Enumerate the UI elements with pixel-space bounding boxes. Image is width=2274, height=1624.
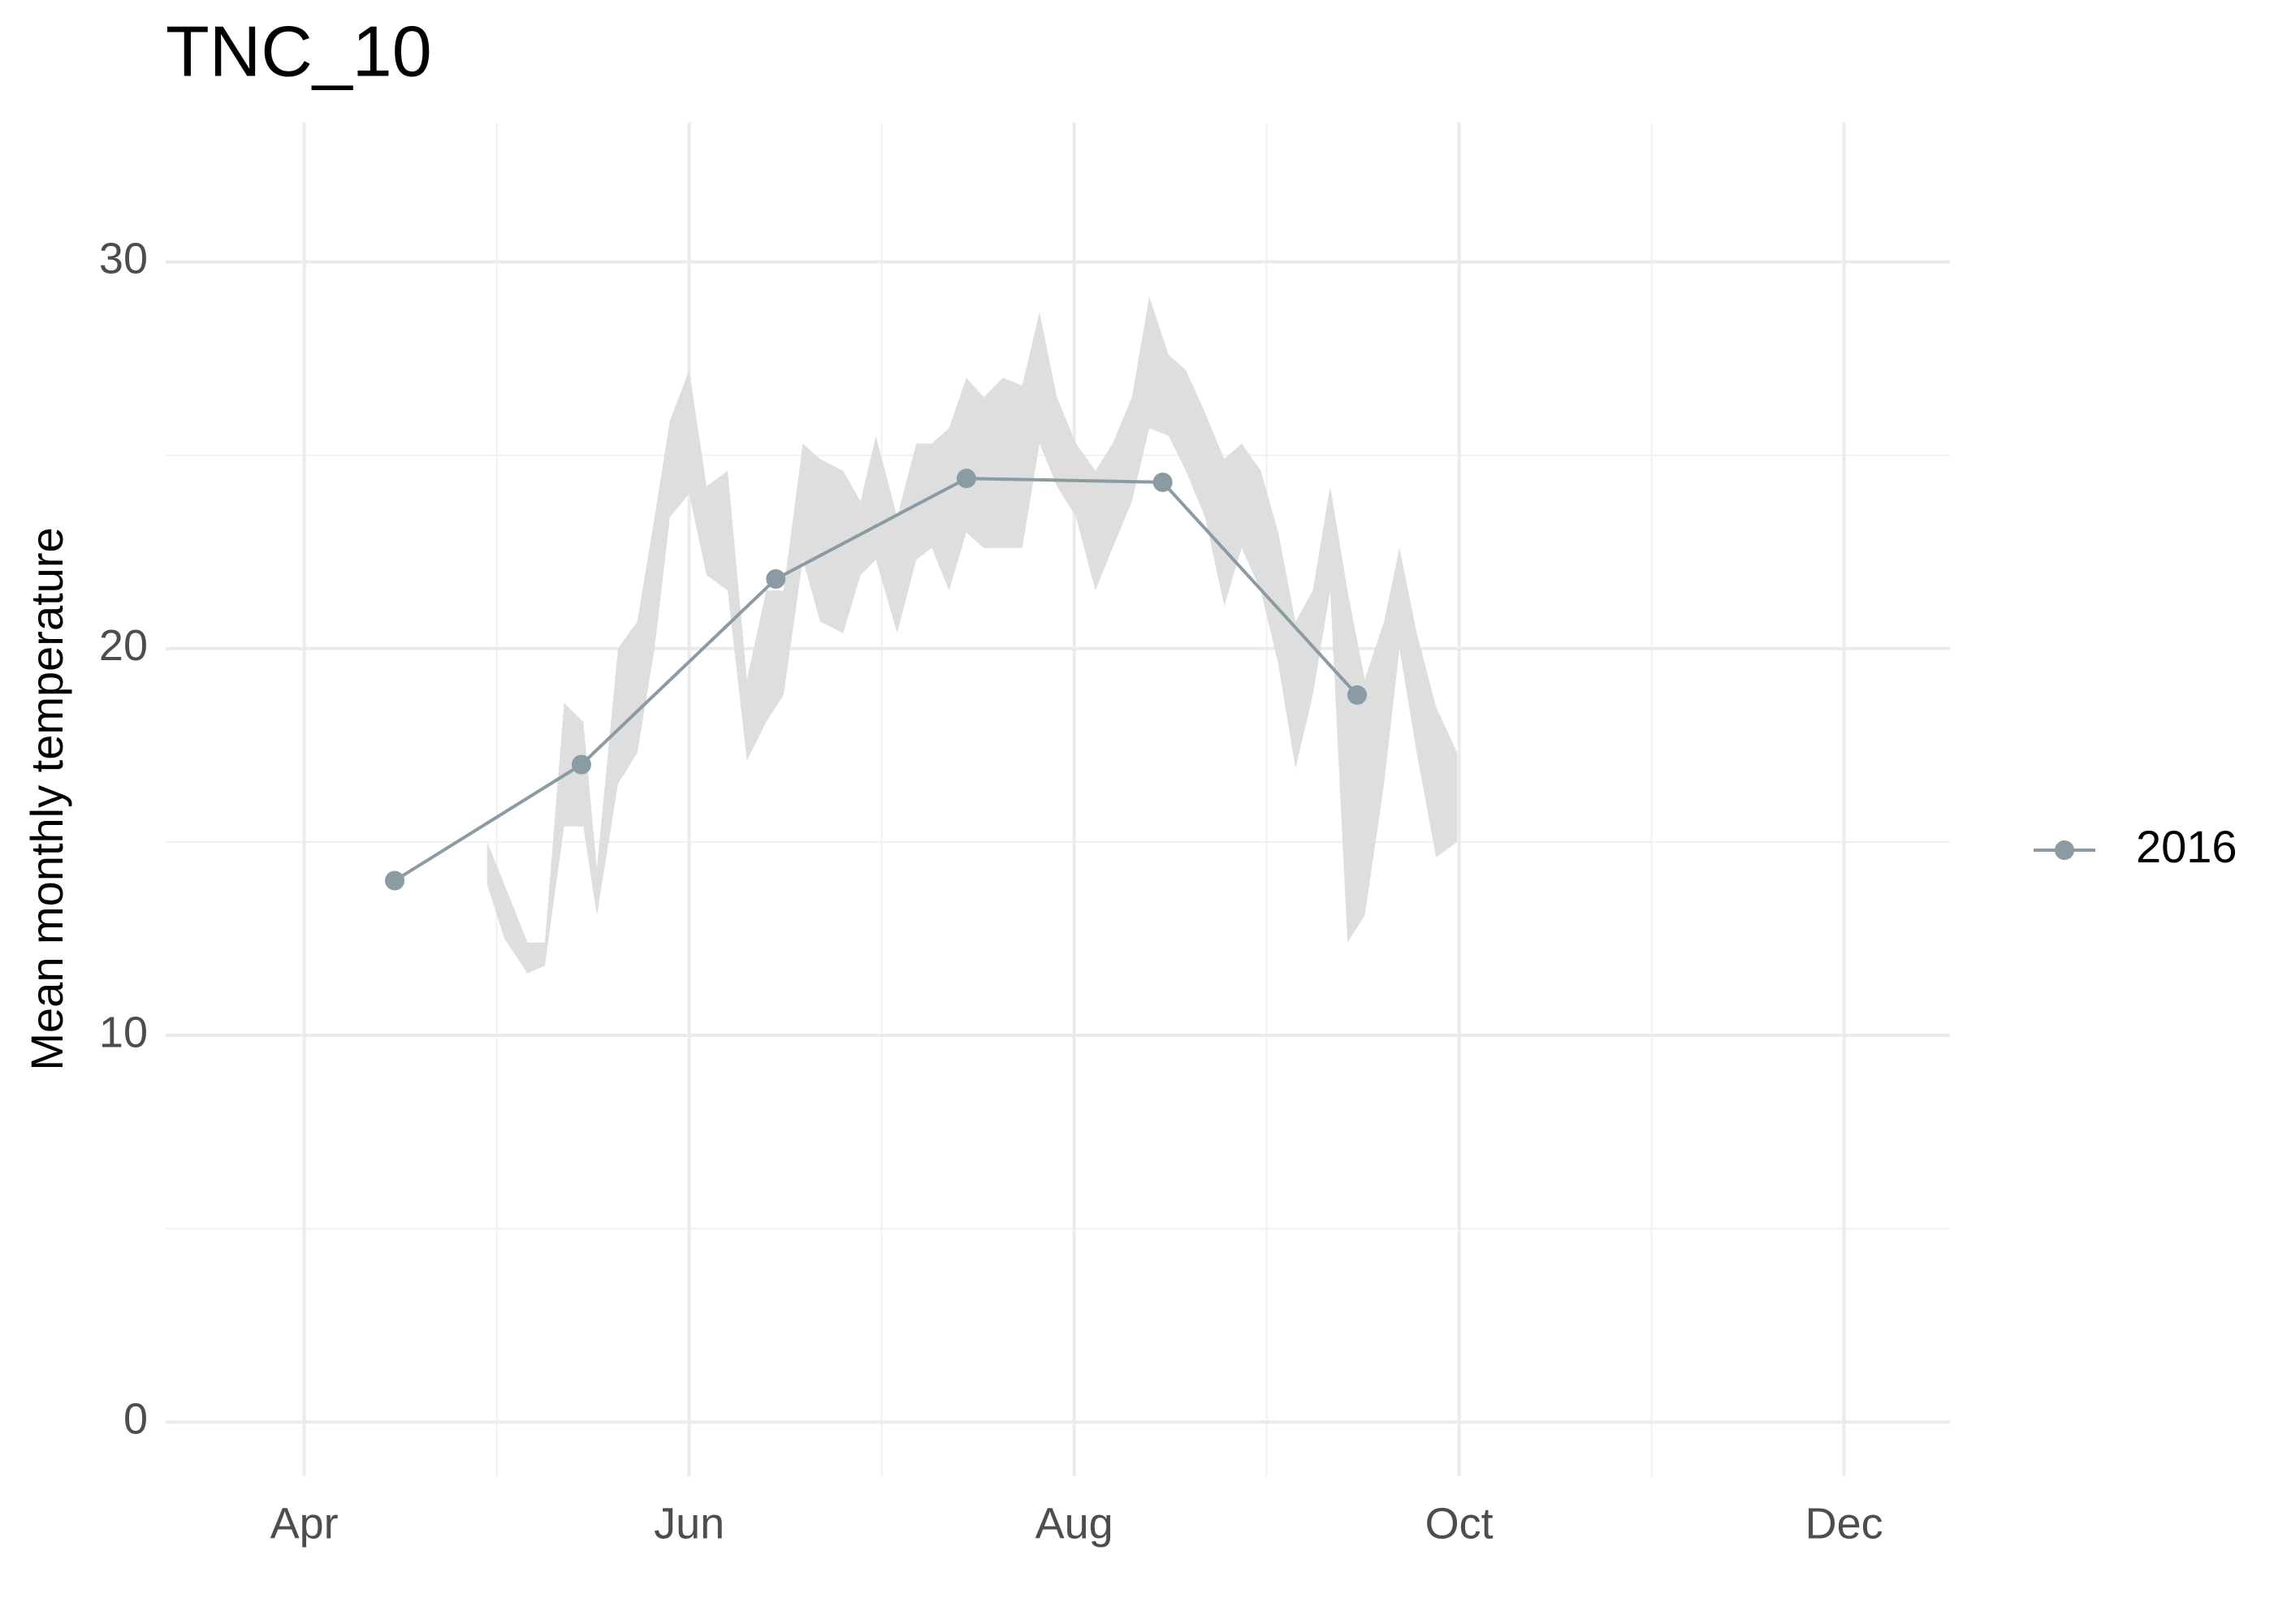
y-tick-label: 10 bbox=[99, 1008, 148, 1056]
y-axis-label: Mean monthly temperature bbox=[21, 527, 72, 1070]
legend-point bbox=[2055, 840, 2074, 860]
series-point bbox=[1347, 685, 1368, 705]
x-tick-label: Jun bbox=[654, 1499, 724, 1548]
x-tick-label: Aug bbox=[1035, 1499, 1113, 1548]
series-point bbox=[385, 870, 405, 891]
x-tick-label: Apr bbox=[270, 1499, 339, 1548]
x-tick-label: Dec bbox=[1805, 1499, 1883, 1548]
x-tick-label: Oct bbox=[1425, 1499, 1494, 1548]
series-point bbox=[1152, 472, 1173, 492]
series-line bbox=[393, 477, 1359, 883]
y-tick-label: 30 bbox=[99, 235, 148, 283]
legend-label: 2016 bbox=[2136, 821, 2237, 872]
series-point bbox=[766, 569, 786, 590]
series-point bbox=[956, 469, 976, 489]
chart-title: TNC_10 bbox=[166, 11, 432, 91]
series-point bbox=[571, 754, 591, 775]
y-tick-label: 0 bbox=[123, 1395, 148, 1444]
y-tick-label: 20 bbox=[99, 621, 148, 670]
range-ribbon bbox=[486, 296, 1458, 974]
